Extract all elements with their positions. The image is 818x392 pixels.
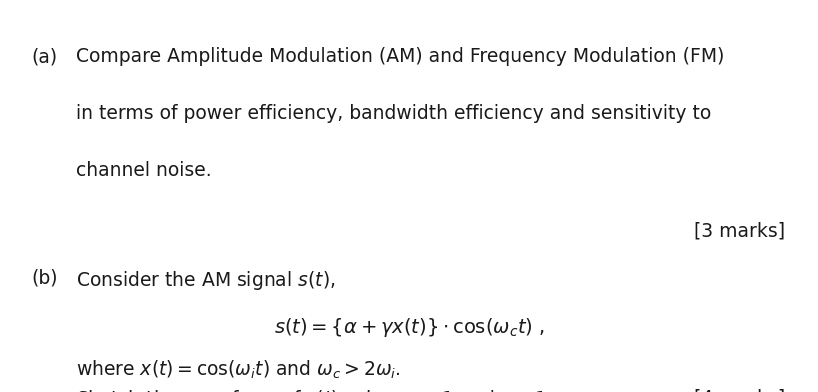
Text: Consider the AM signal $s(t)$,: Consider the AM signal $s(t)$, (76, 269, 335, 292)
Text: channel noise.: channel noise. (76, 161, 212, 180)
Text: Compare Amplitude Modulation (AM) and Frequency Modulation (FM): Compare Amplitude Modulation (AM) and Fr… (76, 47, 725, 66)
Text: $s(t) = \{\alpha + \gamma x(t)\} \cdot \cos(\omega_c t)$ ,: $s(t) = \{\alpha + \gamma x(t)\} \cdot \… (273, 316, 545, 339)
Text: (a): (a) (31, 47, 57, 66)
Text: in terms of power efficiency, bandwidth efficiency and sensitivity to: in terms of power efficiency, bandwidth … (76, 104, 712, 123)
Text: [4 marks]: [4 marks] (694, 388, 785, 392)
Text: Sketch the waveform of $s(t)$, when $\alpha = 1$ and $\gamma = 1$.: Sketch the waveform of $s(t)$, when $\al… (76, 388, 553, 392)
Text: [3 marks]: [3 marks] (694, 221, 785, 240)
Text: (b): (b) (31, 269, 57, 287)
Text: where $x(t) = \cos(\omega_i t)$ and $\omega_c > 2\omega_i$.: where $x(t) = \cos(\omega_i t)$ and $\om… (76, 359, 401, 381)
